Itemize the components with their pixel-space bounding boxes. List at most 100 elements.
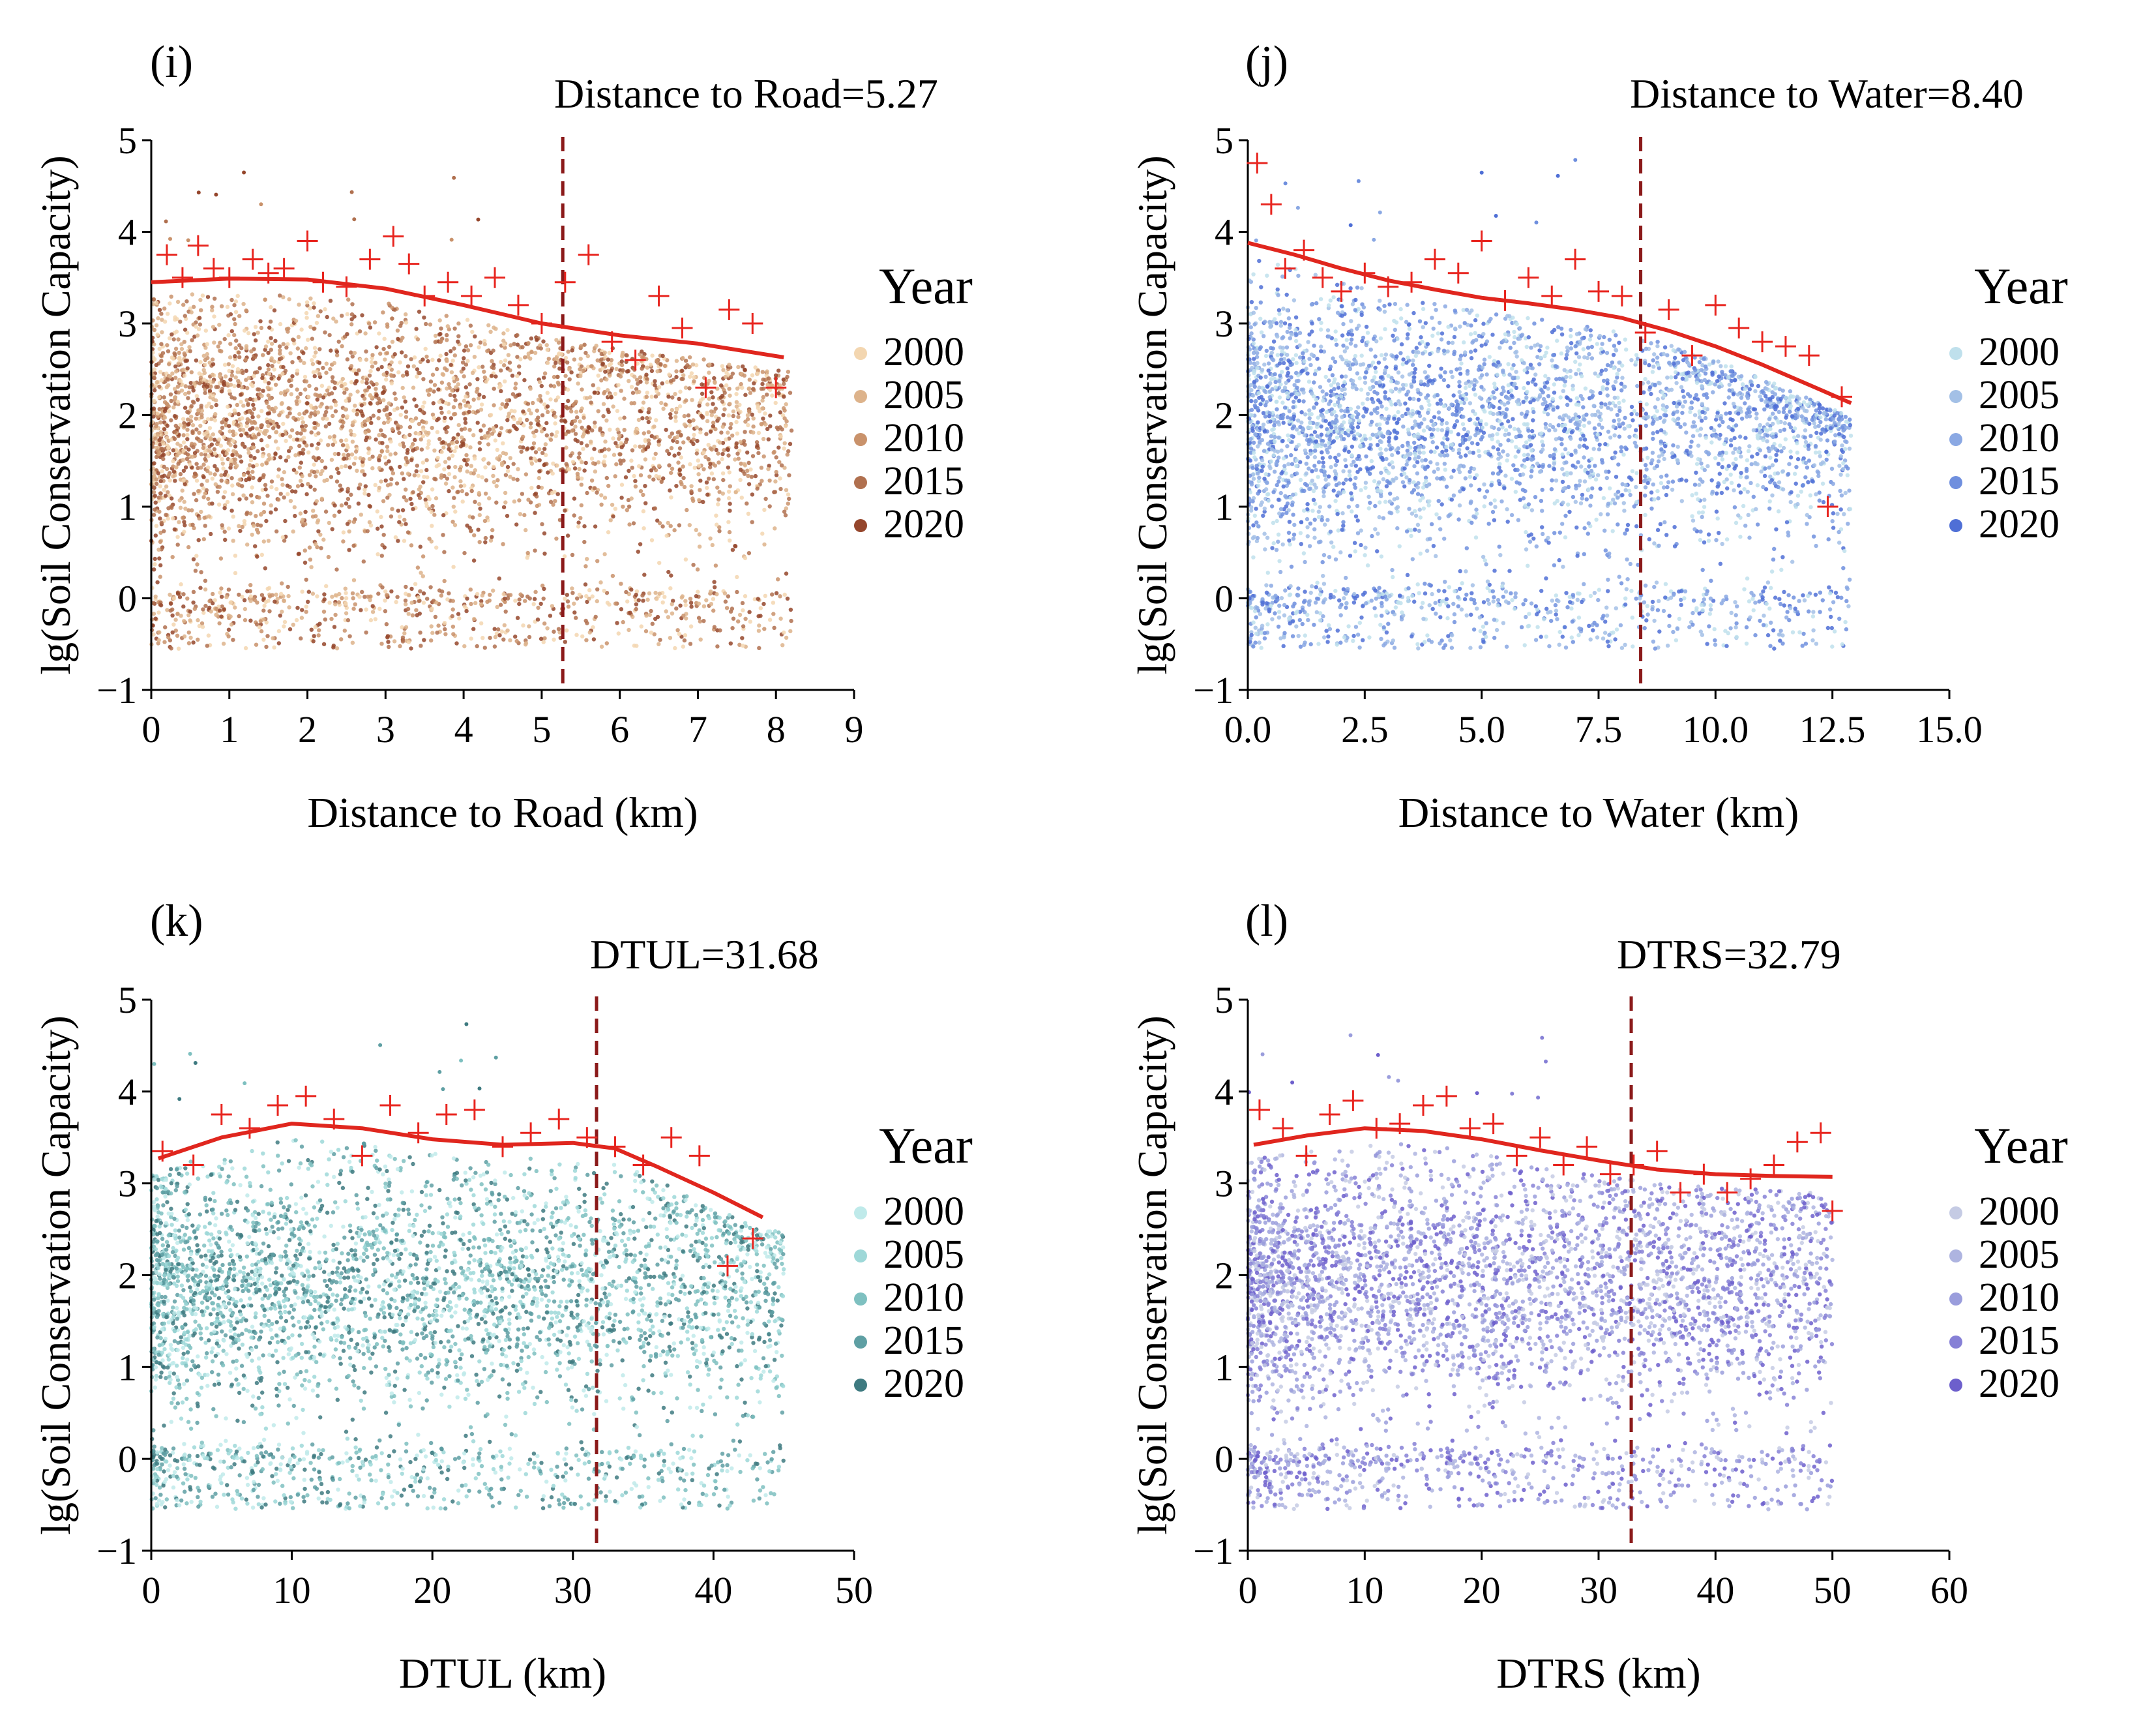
scatter-point (194, 498, 198, 502)
scatter-point (647, 475, 651, 479)
scatter-point (278, 351, 282, 355)
scatter-point (750, 475, 754, 479)
scatter-point (404, 415, 408, 419)
scatter-point (565, 629, 569, 633)
scatter-point (465, 359, 469, 363)
scatter-point (392, 391, 396, 395)
scatter-point (625, 599, 629, 603)
scatter-point (292, 338, 296, 342)
scatter-point (255, 426, 259, 430)
scatter-point (443, 632, 447, 636)
scatter-point (296, 346, 300, 350)
scatter-point (488, 636, 492, 640)
scatter-point (278, 455, 282, 459)
scatter-point (187, 631, 191, 635)
scatter-point (533, 511, 537, 515)
scatter-point (473, 456, 477, 460)
scatter-point (477, 502, 481, 506)
scatter-point (593, 421, 597, 425)
scatter-point (668, 586, 672, 590)
scatter-point (389, 477, 393, 481)
scatter-point (421, 554, 425, 558)
scatter-point (441, 513, 445, 517)
scatter-point (261, 389, 265, 393)
scatter-point (168, 593, 171, 597)
scatter-point (778, 476, 782, 480)
scatter-point (288, 411, 291, 415)
scatter-point (269, 376, 273, 380)
scatter-point (512, 424, 516, 428)
scatter-point (429, 638, 433, 642)
scatter-point (312, 301, 316, 305)
scatter-point (333, 613, 337, 617)
scatter-point (508, 361, 512, 365)
scatter-point (452, 346, 456, 350)
scatter-point (700, 382, 703, 386)
scatter-point (221, 462, 225, 466)
scatter-point (523, 599, 527, 603)
scatter-point (630, 448, 634, 452)
scatter-point (424, 458, 428, 462)
scatter-point (183, 500, 186, 503)
scatter-point (597, 409, 600, 413)
scatter-point (155, 363, 158, 367)
scatter-point (153, 494, 157, 498)
scatter-point (620, 363, 624, 367)
scatter-point (385, 449, 389, 453)
scatter-point (529, 411, 533, 415)
scatter-point (376, 416, 380, 420)
scatter-point (516, 342, 520, 346)
scatter-point (712, 477, 716, 481)
scatter-point (470, 330, 474, 334)
scatter-point (776, 368, 780, 372)
scatter-point (517, 602, 521, 606)
scatter-point (185, 299, 188, 303)
scatter-point (241, 525, 244, 529)
scatter-point (570, 553, 574, 557)
scatter-point (698, 532, 701, 536)
scatter-point (657, 642, 660, 646)
scatter-point (323, 466, 327, 470)
scatter-point (274, 430, 278, 434)
scatter-point (465, 462, 469, 466)
scatter-point (342, 453, 346, 456)
scatter-point (550, 432, 554, 436)
scatter-point (563, 374, 567, 378)
scatter-point (674, 484, 678, 488)
scatter-point (452, 436, 456, 440)
scatter-point (176, 543, 180, 546)
scatter-point (499, 360, 503, 364)
scatter-point (380, 449, 384, 453)
scatter-point (726, 453, 730, 457)
scatter-point (747, 387, 751, 391)
scatter-point (452, 394, 456, 398)
scatter-point (355, 469, 359, 473)
scatter-point (404, 602, 407, 606)
scatter-point (456, 612, 460, 616)
scatter-point (768, 425, 772, 428)
scatter-point (582, 540, 586, 544)
scatter-point (617, 631, 621, 635)
scatter-point (664, 609, 668, 613)
scatter-point (504, 610, 508, 614)
scatter-point (449, 349, 452, 353)
scatter-point (383, 599, 387, 603)
scatter-point (447, 443, 450, 447)
scatter-point (276, 447, 280, 451)
scatter-point (720, 452, 724, 456)
scatter-point (307, 384, 311, 388)
scatter-point (236, 367, 240, 371)
scatter-point (179, 379, 183, 383)
scatter-point (153, 328, 156, 332)
scatter-point (185, 437, 189, 441)
scatter-point (466, 348, 470, 352)
scatter-point (600, 433, 604, 437)
scatter-point (162, 427, 166, 431)
scatter-point (264, 645, 268, 649)
scatter-point (409, 587, 413, 591)
scatter-point (698, 479, 702, 483)
scatter-point (339, 637, 343, 641)
scatter-point (640, 416, 644, 420)
scatter-point (170, 399, 173, 403)
scatter-point (220, 304, 224, 308)
